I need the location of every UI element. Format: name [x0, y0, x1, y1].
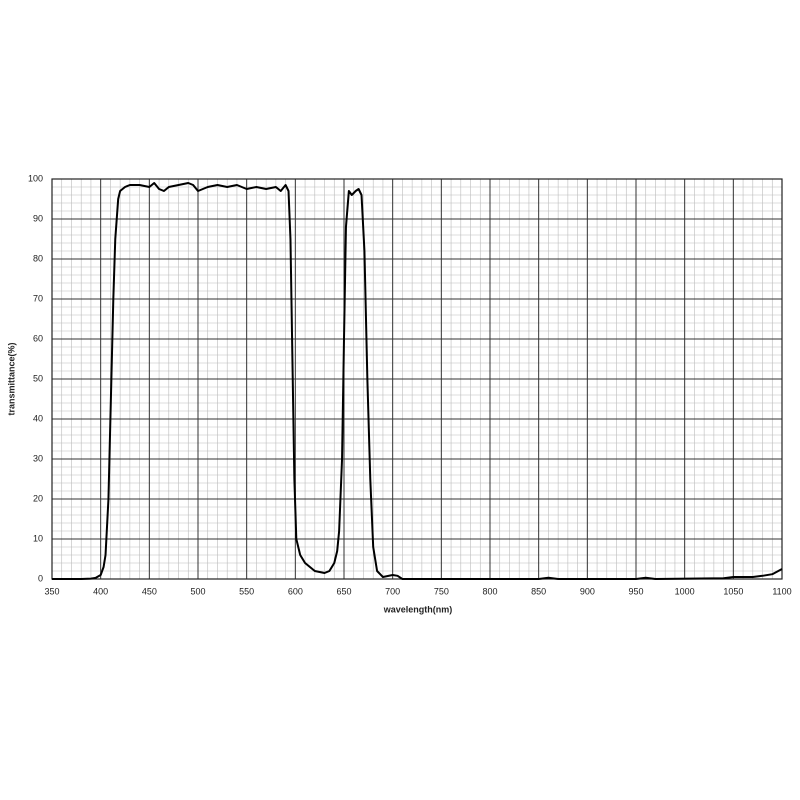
x-tick-label: 750: [434, 586, 449, 596]
y-tick-label: 70: [33, 293, 43, 303]
x-tick-label: 450: [142, 586, 157, 596]
x-tick-label: 550: [239, 586, 254, 596]
x-tick-label: 950: [628, 586, 643, 596]
x-tick-label: 500: [190, 586, 205, 596]
x-tick-label: 600: [288, 586, 303, 596]
x-axis-title: wavelength(nm): [383, 604, 453, 614]
y-tick-label: 30: [33, 453, 43, 463]
x-tick-label: 850: [531, 586, 546, 596]
x-tick-label: 900: [580, 586, 595, 596]
y-tick-label: 100: [28, 173, 43, 183]
x-tick-label: 650: [336, 586, 351, 596]
x-tick-label: 1000: [675, 586, 695, 596]
x-tick-label: 800: [482, 586, 497, 596]
y-tick-label: 10: [33, 533, 43, 543]
y-tick-label: 40: [33, 413, 43, 423]
x-tick-label: 700: [385, 586, 400, 596]
x-tick-label: 350: [44, 586, 59, 596]
x-tick-label: 1100: [772, 586, 791, 596]
x-tick-label: 400: [93, 586, 108, 596]
y-tick-label: 0: [38, 573, 43, 583]
x-tick-label: 1050: [723, 586, 743, 596]
y-axis-title: transmittance(%): [6, 342, 16, 415]
y-tick-label: 90: [33, 213, 43, 223]
transmittance-line: [52, 182, 783, 580]
y-tick-label: 20: [33, 493, 43, 503]
y-tick-label: 50: [33, 373, 43, 383]
y-tick-label: 60: [33, 333, 43, 343]
y-tick-label: 80: [33, 253, 43, 263]
